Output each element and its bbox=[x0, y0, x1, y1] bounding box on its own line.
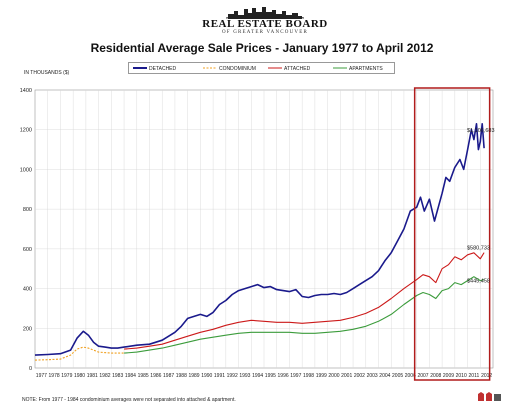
x-tick-label: 1993 bbox=[239, 373, 250, 379]
x-tick-label: 1999 bbox=[316, 373, 327, 379]
x-tick-label: 2005 bbox=[392, 373, 403, 379]
x-tick-label: 1981 bbox=[87, 373, 98, 379]
chart-title: Residential Average Sale Prices - Januar… bbox=[90, 41, 434, 55]
y-tick-label: 1200 bbox=[20, 128, 32, 134]
x-tick-label: 1991 bbox=[214, 373, 225, 379]
x-tick-label: 2006 bbox=[405, 373, 416, 379]
y-tick-label: 600 bbox=[23, 247, 32, 253]
x-tick-label: 2008 bbox=[430, 373, 441, 379]
y-tick-label: 1000 bbox=[20, 167, 32, 173]
x-tick-label: 1992 bbox=[227, 373, 238, 379]
chart-legend bbox=[128, 62, 395, 74]
x-tick-label: 1980 bbox=[74, 373, 85, 379]
x-tick-label: 1988 bbox=[176, 373, 187, 379]
skyline-icon bbox=[226, 7, 304, 19]
x-tick-label: 1978 bbox=[49, 373, 60, 379]
legend-label-condominium: CONDOMINIUM bbox=[219, 66, 256, 72]
legend-label-detached: DETACHED bbox=[149, 66, 177, 72]
x-tick-label: 1984 bbox=[125, 373, 136, 379]
x-tick-label: 2004 bbox=[379, 373, 390, 379]
y-tick-label: 1400 bbox=[20, 88, 32, 94]
series-line-detached bbox=[34, 123, 485, 356]
x-tick-label: 2000 bbox=[328, 373, 339, 379]
y-tick-label: 0 bbox=[29, 366, 32, 372]
x-tick-label: 2002 bbox=[354, 373, 365, 379]
x-tick-label: 2012 bbox=[481, 373, 492, 379]
footer-logo-icon bbox=[478, 392, 501, 401]
x-tick-label: 1989 bbox=[188, 373, 199, 379]
series-line-attached bbox=[124, 252, 485, 350]
x-tick-label: 1979 bbox=[61, 373, 72, 379]
x-tick-label: 1986 bbox=[150, 373, 161, 379]
x-tick-label: 1985 bbox=[138, 373, 149, 379]
x-tick-label: 1998 bbox=[303, 373, 314, 379]
logo-subtitle: OF GREATER VANCOUVER bbox=[221, 30, 309, 35]
x-tick-label: 2001 bbox=[341, 373, 352, 379]
y-tick-label: 200 bbox=[23, 326, 32, 332]
x-tick-label: 2011 bbox=[469, 373, 480, 379]
x-tick-label: 1996 bbox=[278, 373, 289, 379]
x-tick-label: 2003 bbox=[367, 373, 378, 379]
y-tick-label: 800 bbox=[23, 207, 32, 213]
y-tick-label: 400 bbox=[23, 287, 32, 293]
x-tick-label: 2007 bbox=[417, 373, 428, 379]
x-tick-label: 1987 bbox=[163, 373, 174, 379]
price-annotation: $445,458 bbox=[467, 279, 490, 285]
x-tick-label: 2010 bbox=[456, 373, 467, 379]
logo-name: REAL ESTATE BOARD bbox=[202, 18, 328, 30]
legend-label-apartments: APARTMENTS bbox=[349, 66, 383, 72]
legend-label-attached: ATTACHED bbox=[284, 66, 311, 72]
x-tick-label: 1983 bbox=[112, 373, 123, 379]
series-line-apartments bbox=[124, 276, 485, 354]
rebgv-logo: REAL ESTATE BOARD OF GREATER VANCOUVER bbox=[200, 6, 330, 40]
highlight-box bbox=[413, 87, 491, 381]
x-tick-label: 1982 bbox=[99, 373, 110, 379]
footnote: NOTE: From 1977 - 1984 condominium avera… bbox=[22, 397, 236, 403]
x-tick-label: 1997 bbox=[290, 373, 301, 379]
x-tick-label: 1977 bbox=[36, 373, 47, 379]
x-tick-label: 2009 bbox=[443, 373, 454, 379]
price-annotation: $1,106,683 bbox=[467, 128, 495, 134]
x-tick-label: 1995 bbox=[265, 373, 276, 379]
series-line-condominium bbox=[34, 346, 125, 361]
price-annotation: $580,733 bbox=[467, 246, 490, 252]
y-axis-label: IN THOUSANDS ($) bbox=[24, 70, 70, 76]
x-tick-label: 1994 bbox=[252, 373, 263, 379]
x-tick-label: 1990 bbox=[201, 373, 212, 379]
